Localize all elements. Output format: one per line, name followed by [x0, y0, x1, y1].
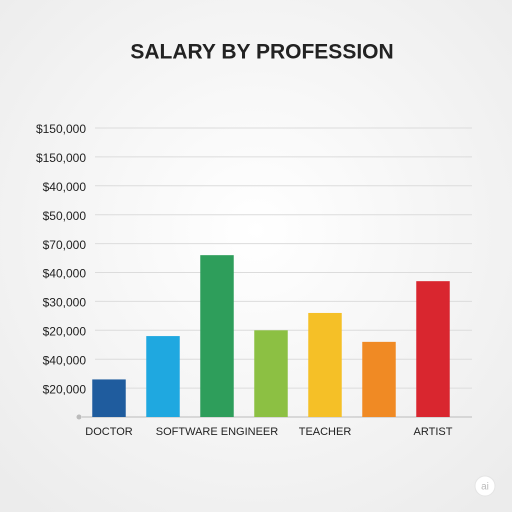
- y-tick-label: $150,000: [36, 122, 86, 136]
- y-tick-label: $30,000: [43, 296, 87, 310]
- bar: [308, 312, 342, 417]
- y-tick-label: $40,000: [43, 267, 87, 281]
- y-tick-label: $20,000: [43, 382, 87, 396]
- x-tick-label: ARTIST: [414, 426, 453, 438]
- x-tick-label: TEACHER: [299, 426, 352, 438]
- watermark: ai: [481, 482, 489, 493]
- y-tick-label: $20,000: [43, 324, 87, 338]
- y-tick-label: $40,000: [43, 180, 87, 194]
- bar: [254, 330, 288, 417]
- bar: [416, 281, 450, 417]
- x-tick-label: DOCTOR: [85, 426, 133, 438]
- bar: [92, 379, 126, 417]
- bar: [362, 341, 396, 417]
- axis-dot: [76, 414, 82, 420]
- watermark-badge: [474, 475, 496, 497]
- chart-title: SALARY BY PROFESSION: [130, 41, 393, 64]
- x-tick-label: SOFTWARE ENGINEER: [156, 426, 278, 438]
- y-tick-label: $150,000: [36, 151, 86, 165]
- bar: [200, 255, 234, 417]
- y-tick-label: $50,000: [43, 209, 87, 223]
- y-tick-label: $40,000: [43, 353, 87, 367]
- bar: [146, 336, 180, 417]
- y-tick-label: $70,000: [43, 238, 87, 252]
